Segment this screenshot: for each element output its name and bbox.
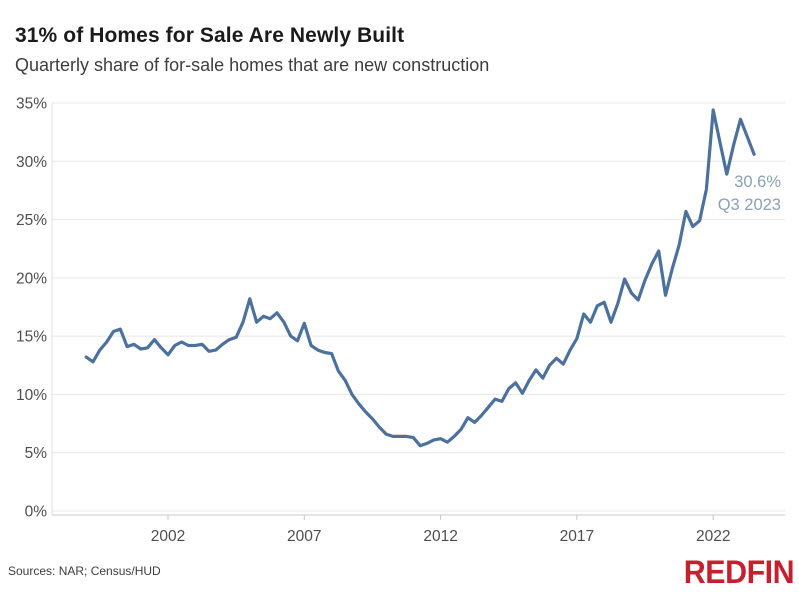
x-tick-label: 2022 [696, 528, 730, 545]
x-tick-label: 2012 [423, 528, 457, 545]
redfin-logo: REDFIN [683, 554, 795, 590]
gridlines [52, 102, 785, 512]
page-title: 31% of Homes for Sale Are Newly Built [15, 24, 405, 47]
y-tick-label: 20% [16, 270, 47, 287]
y-tick-label: 10% [16, 387, 47, 404]
x-tick-label: 2002 [151, 528, 185, 545]
y-tick-label: 30% [16, 154, 47, 171]
y-tick-label: 35% [16, 96, 47, 113]
annotation-value: 30.6% [734, 173, 781, 191]
y-tick-label: 15% [16, 329, 47, 346]
chart-subtitle: Quarterly share of for-sale homes that a… [15, 55, 490, 75]
y-tick-label: 5% [25, 445, 48, 462]
y-axis-tick-labels: 0% 5% 10% 15% 20% 25% 30% 35% [16, 96, 47, 521]
y-tick-label: 25% [16, 212, 47, 229]
x-axis-ticks: 2002 2007 2012 2017 2022 [151, 515, 730, 545]
x-tick-label: 2017 [560, 528, 594, 545]
x-tick-label: 2007 [287, 528, 321, 545]
sources-note: Sources: NAR; Census/HUD [8, 564, 161, 578]
series-line [84, 108, 756, 448]
annotation-period: Q3 2023 [718, 196, 781, 214]
y-tick-label: 0% [25, 504, 48, 521]
